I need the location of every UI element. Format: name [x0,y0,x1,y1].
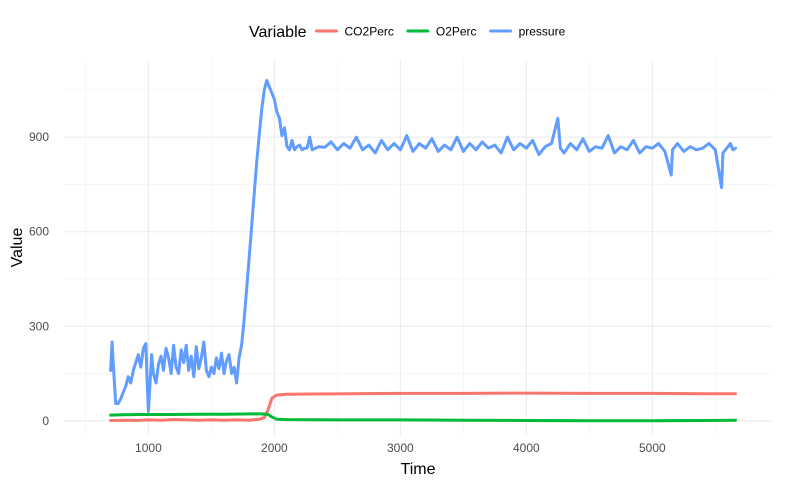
x-tick-label: 5000 [639,441,666,455]
series-line-co2perc [109,391,737,422]
legend-title: Variable [249,24,307,41]
x-axis-title: Time [401,461,436,478]
legend: Variable CO2Perc O2Perc pressure [249,24,566,41]
legend-label-co2perc: CO2Perc [345,25,394,39]
y-tick-label: 900 [29,130,49,144]
x-tick-label: 1000 [135,441,162,455]
series-layer [109,79,737,423]
series-line-o2perc [109,412,737,423]
x-tick-label: 3000 [387,441,414,455]
y-tick-label: 300 [29,319,49,333]
x-tick-label: 2000 [261,441,288,455]
legend-label-o2perc: O2Perc [436,25,477,39]
grid-layer [64,60,772,435]
y-tick-label: 0 [42,414,49,428]
y-tick-label: 600 [29,225,49,239]
x-tick-label: 4000 [513,441,540,455]
y-axis-title: Value [9,228,26,268]
axis-layer: 1000 2000 3000 4000 5000 0 300 600 900 Time Value [9,130,666,478]
legend-label-pressure: pressure [519,25,566,39]
series-line-pressure [109,79,737,413]
